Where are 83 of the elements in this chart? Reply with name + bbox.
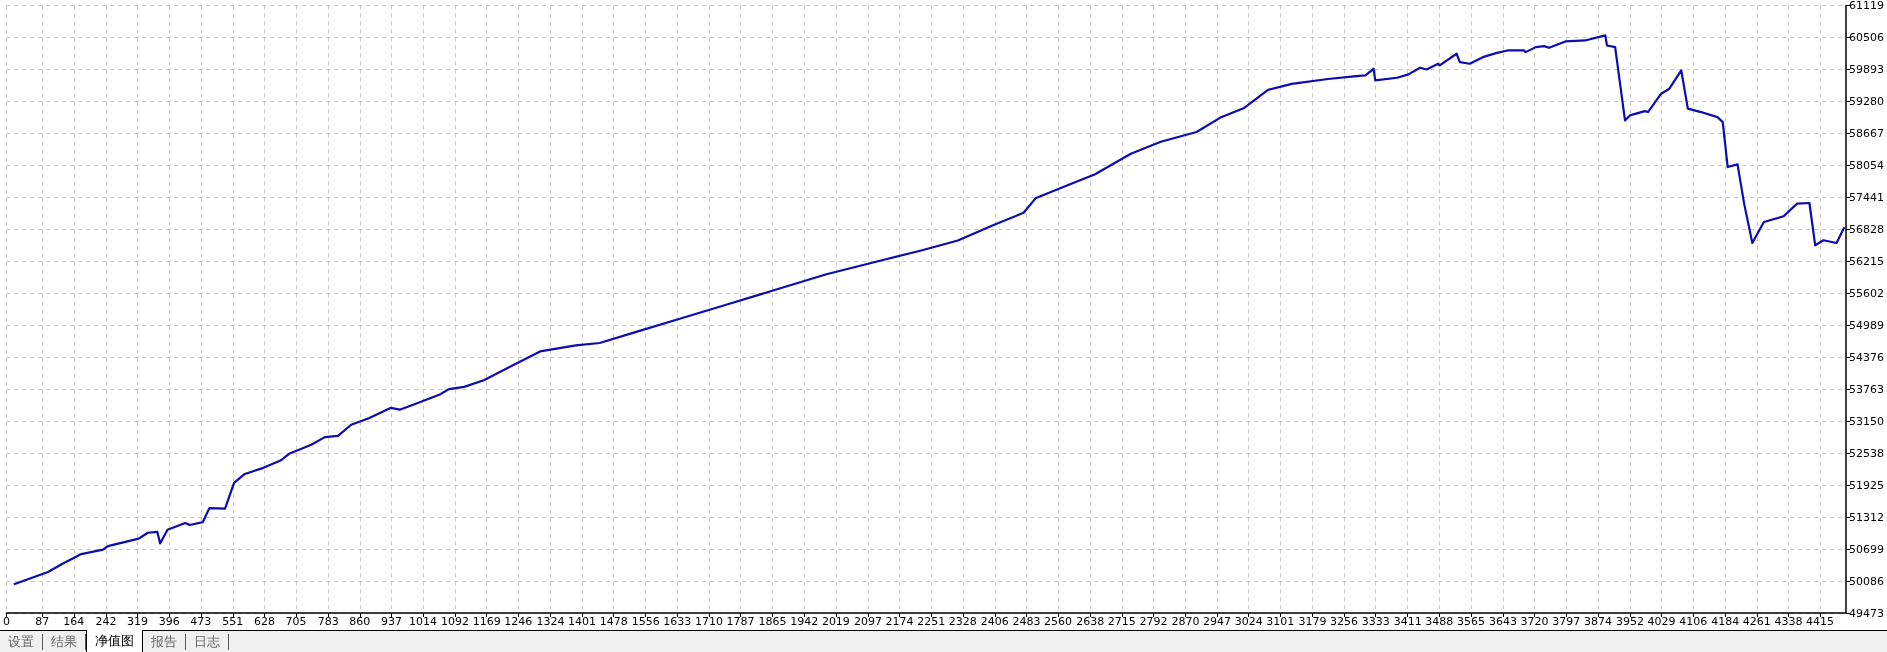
x-tick-label: 1942	[790, 615, 819, 628]
x-tick-label: 2406	[980, 615, 1009, 628]
x-tick-label: 1169	[472, 615, 501, 628]
text: 结果	[43, 634, 86, 650]
x-tick-label: 1787	[726, 615, 755, 628]
x-tick-label: 87	[35, 615, 50, 628]
x-tick-label: 1092	[441, 615, 470, 628]
x-tick-label: 1014	[409, 615, 438, 628]
y-tick-label: 58667	[1849, 126, 1884, 140]
x-tick-label: 3720	[1520, 615, 1549, 628]
x-tick-label: 3179	[1298, 615, 1327, 628]
x-tick-label: 2792	[1139, 615, 1168, 628]
y-tick-label: 58054	[1849, 158, 1884, 172]
x-tick-label: 0	[3, 615, 10, 628]
x-tick-label: 1633	[663, 615, 692, 628]
x-tick-label: 2328	[948, 615, 977, 628]
x-tick-label: 4415	[1806, 615, 1835, 628]
x-tick-label: 473	[190, 615, 212, 628]
x-tick-label: 1865	[758, 615, 787, 628]
x-tick-label: 4261	[1742, 615, 1771, 628]
x-tick-label: 2870	[1171, 615, 1200, 628]
x-tick-label: 4338	[1774, 615, 1803, 628]
x-tick-label: 2097	[853, 615, 882, 628]
y-tick-label: 51925	[1849, 478, 1884, 492]
x-tick-label: 242	[95, 615, 117, 628]
x-tick-label: 3411	[1393, 615, 1422, 628]
x-tick-label: 1478	[599, 615, 628, 628]
x-tick-label: 4184	[1711, 615, 1740, 628]
y-tick-label: 54376	[1849, 350, 1884, 364]
x-tick-label: 2947	[1203, 615, 1232, 628]
x-tick-label: 2019	[821, 615, 850, 628]
x-tick-label: 2174	[885, 615, 914, 628]
x-tick-label: 1324	[536, 615, 565, 628]
x-tick-label: 3333	[1361, 615, 1390, 628]
text: 日志	[186, 634, 229, 650]
x-tick-label: 551	[222, 615, 244, 628]
x-tick-label: 3643	[1488, 615, 1517, 628]
x-tick-label: 937	[380, 615, 402, 628]
x-tick-label: 2483	[1012, 615, 1041, 628]
y-tick-label: 50699	[1849, 542, 1884, 556]
x-tick-label: 2251	[917, 615, 946, 628]
y-tick-label: 53150	[1849, 414, 1884, 428]
y-tick-label: 50086	[1849, 574, 1884, 588]
x-tick-label: 3488	[1425, 615, 1454, 628]
y-tick-label: 54989	[1849, 318, 1884, 332]
x-tick-label: 2560	[1044, 615, 1073, 628]
x-tick-label: 1556	[631, 615, 660, 628]
y-tick-label: 51312	[1849, 510, 1884, 524]
y-tick-label: 56828	[1849, 222, 1884, 236]
y-tick-label: 59893	[1849, 62, 1884, 76]
text: 设置	[0, 634, 43, 650]
x-tick-label: 1710	[694, 615, 723, 628]
text: 报告	[143, 634, 186, 650]
x-tick-label: 396	[158, 615, 180, 628]
y-tick-label: 60506	[1849, 30, 1884, 44]
x-tick-label: 164	[63, 615, 85, 628]
x-tick-label: 3952	[1615, 615, 1644, 628]
x-tick-label: 1401	[568, 615, 597, 628]
y-tick-label: 56215	[1849, 254, 1884, 268]
x-tick-label: 2638	[1076, 615, 1105, 628]
y-tick-label: 55602	[1849, 286, 1884, 300]
y-tick-label: 49473	[1849, 606, 1884, 620]
x-tick-label: 860	[349, 615, 371, 628]
line-series	[13, 34, 1846, 586]
x-tick-label: 3256	[1330, 615, 1359, 628]
x-tick-label: 705	[285, 615, 307, 628]
y-tick-label: 52538	[1849, 446, 1884, 460]
x-tick-label: 3565	[1456, 615, 1485, 628]
y-tick-label: 61119	[1849, 0, 1884, 12]
x-tick-label: 783	[317, 615, 339, 628]
x-tick-label: 3024	[1234, 615, 1263, 628]
y-tick-label: 59280	[1849, 94, 1884, 108]
x-tick-label: 2715	[1107, 615, 1136, 628]
x-tick-label: 319	[127, 615, 149, 628]
x-tick-label: 4029	[1647, 615, 1676, 628]
x-tick-label: 628	[253, 615, 275, 628]
x-tick-label: 3101	[1266, 615, 1295, 628]
x-tick-label: 3874	[1583, 615, 1612, 628]
x-tick-label: 4106	[1679, 615, 1708, 628]
y-tick-label: 57441	[1849, 190, 1884, 204]
y-tick-label: 53763	[1849, 382, 1884, 396]
x-tick-label: 3797	[1552, 615, 1581, 628]
x-tick-label: 1246	[504, 615, 533, 628]
